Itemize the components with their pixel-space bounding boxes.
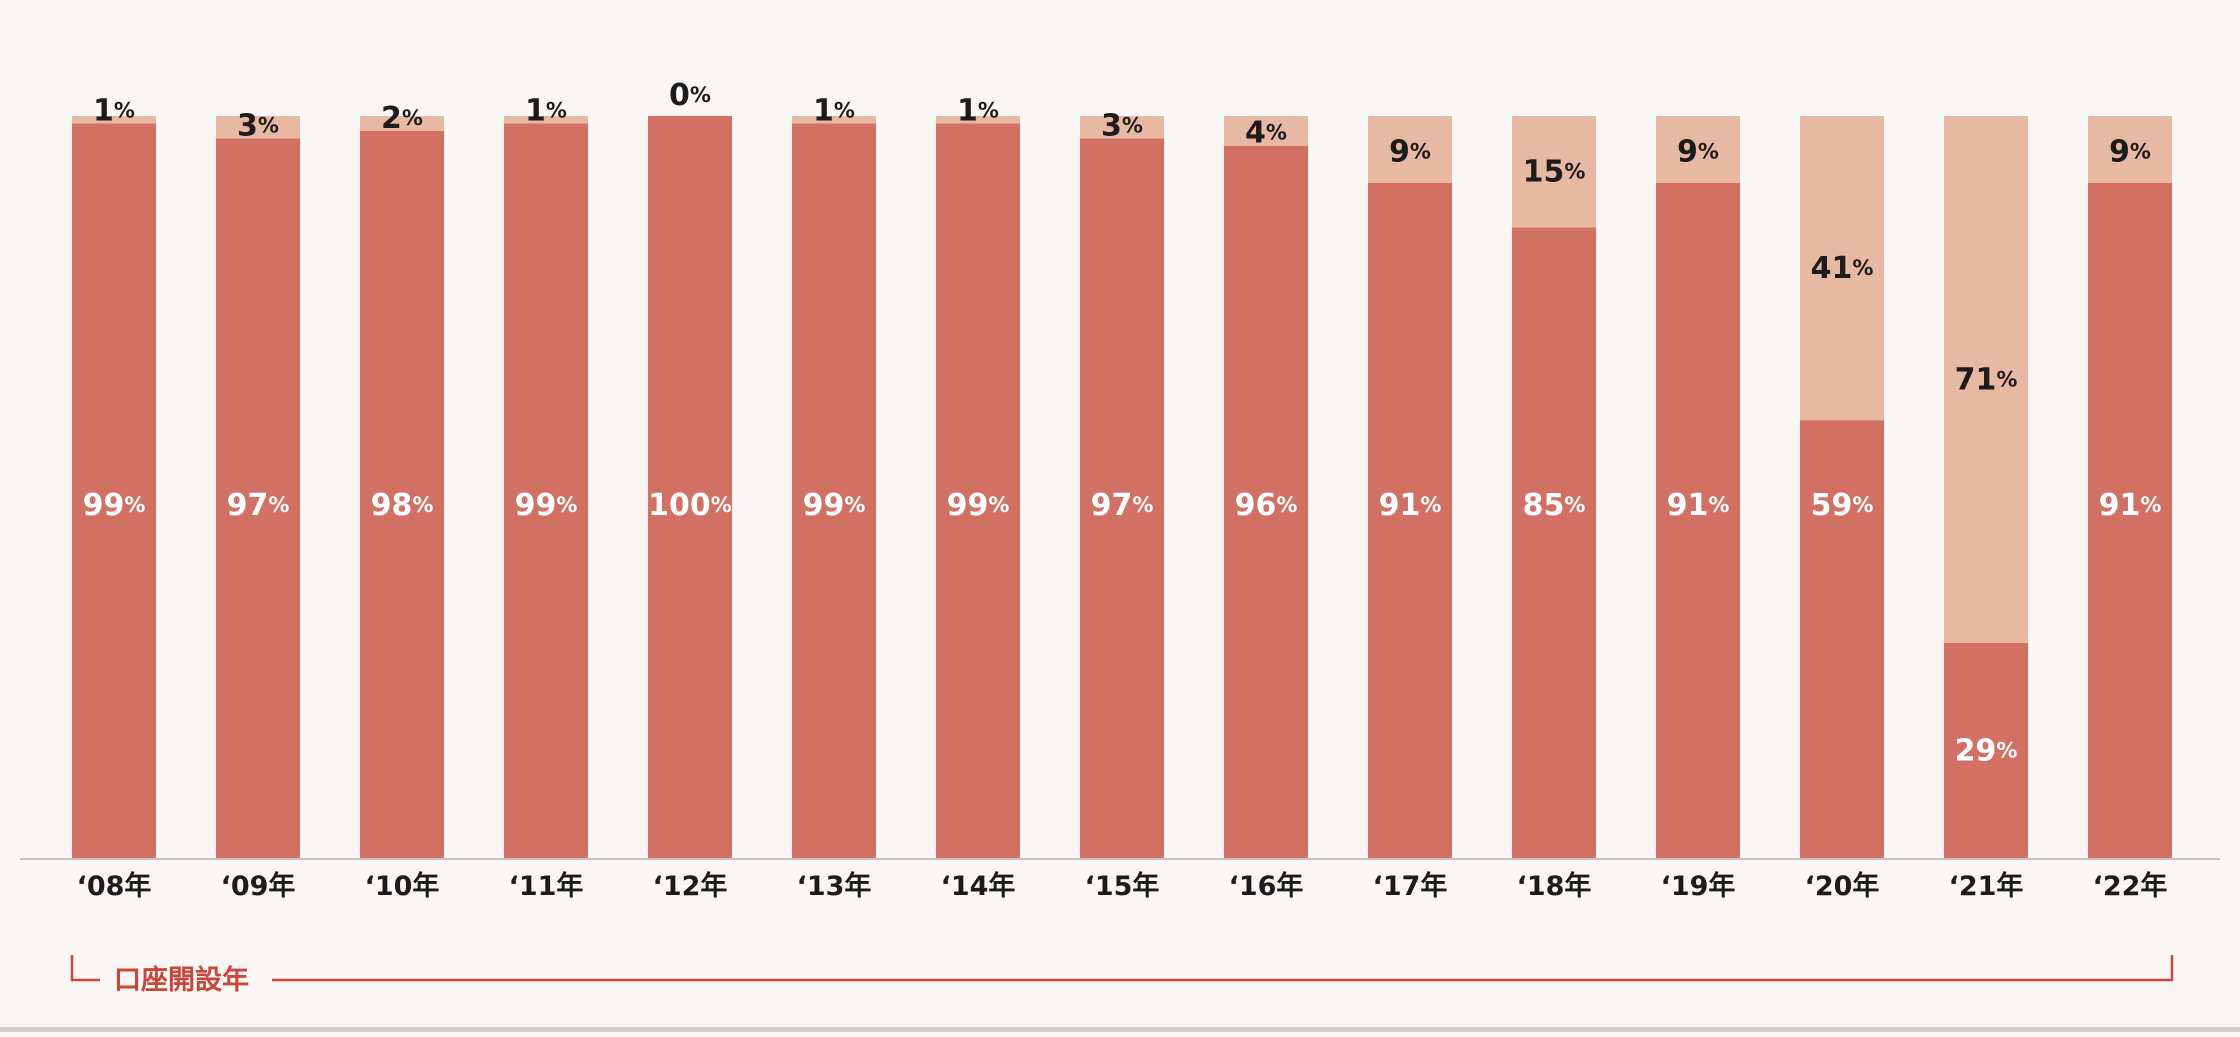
bar-segment-upper (216, 116, 300, 139)
data-label-upper: 4% (1245, 115, 1287, 150)
bar-segment-lower (1224, 145, 1308, 858)
x-tick-label: ‘15年 (1085, 870, 1160, 902)
data-label-lower: 91% (2099, 488, 2162, 523)
bars-layer (72, 116, 2172, 859)
x-tick-label: ‘22年 (2093, 870, 2168, 902)
data-label-upper: 41% (1811, 251, 1874, 286)
x-tick-label: ‘18年 (1517, 870, 1592, 902)
bar-segment-lower (648, 116, 732, 858)
bar-segment-lower (2088, 182, 2172, 858)
data-label-lower: 97% (1091, 488, 1154, 523)
data-label-lower: 99% (947, 488, 1010, 523)
bar-segment-lower (1944, 642, 2028, 858)
bar-segment-upper (936, 116, 1020, 124)
x-tick-label: ‘08年 (77, 870, 152, 902)
data-label-upper: 3% (1101, 108, 1143, 143)
data-label-lower: 99% (803, 488, 866, 523)
data-label-lower: 100% (648, 488, 732, 523)
bar-segment-upper (1080, 116, 1164, 139)
x-tick-labels: ‘08年 ‘09年 ‘10年 ‘11年 ‘12年 ‘13年 ‘14年 ‘15年 ‘16年 ‘17年… (77, 870, 2168, 902)
bar-segment-lower (792, 123, 876, 859)
bar-segment-upper (1944, 116, 2028, 643)
x-axis-title: 口座開設年 (114, 964, 249, 996)
data-label-upper: 9% (1677, 134, 1719, 169)
data-labels-layer: 99% 1% 97% 3% 98% 2% 99% 1% 100% 0% 99% 1% 99% 1% 97% 3… (83, 78, 2162, 768)
x-tick-label: ‘12年 (653, 870, 728, 902)
x-axis-bracket: 口座開設年 (70, 955, 2174, 996)
data-label-upper: 15% (1523, 154, 1586, 189)
bar-segment-lower (1656, 182, 1740, 858)
x-tick-label: ‘20年 (1805, 870, 1880, 902)
data-label-upper: 71% (1955, 362, 2018, 397)
data-label-lower: 97% (227, 488, 290, 523)
data-label-upper: 3% (237, 108, 279, 143)
data-label-lower: 99% (83, 488, 146, 523)
data-label-upper: 1% (93, 93, 135, 128)
data-label-upper: 9% (1389, 134, 1431, 169)
bar-segment-upper (1368, 116, 1452, 183)
data-label-lower: 29% (1955, 733, 2018, 768)
bar-segment-upper (72, 116, 156, 124)
x-tick-label: ‘21年 (1949, 870, 2024, 902)
data-label-upper: 0% (669, 78, 711, 113)
bar-segment-upper (1800, 116, 1884, 421)
bar-segment-upper (2088, 116, 2172, 183)
bar-segment-upper (792, 116, 876, 124)
data-label-lower: 99% (515, 488, 578, 523)
bar-segment-lower (1080, 138, 1164, 858)
x-tick-label: ‘16年 (1229, 870, 1304, 902)
data-label-upper: 1% (525, 93, 567, 128)
bar-segment-upper (1656, 116, 1740, 183)
bar-segment-upper (504, 116, 588, 124)
data-label-lower: 96% (1235, 488, 1298, 523)
data-label-upper: 1% (813, 93, 855, 128)
data-label-lower: 98% (371, 488, 434, 523)
x-tick-label: ‘17年 (1373, 870, 1448, 902)
bar-segment-lower (1800, 420, 1884, 858)
data-label-upper: 1% (957, 93, 999, 128)
bar-segment-lower (1368, 182, 1452, 858)
data-label-upper: 2% (381, 100, 423, 135)
x-tick-label: ‘19年 (1661, 870, 1736, 902)
data-label-upper: 9% (2109, 134, 2151, 169)
x-tick-label: ‘10年 (365, 870, 440, 902)
bar-segment-lower (504, 123, 588, 859)
bracket-left-hook (70, 955, 100, 982)
bar-segment-lower (936, 123, 1020, 859)
bar-segment-lower (1512, 227, 1596, 859)
x-tick-label: ‘09年 (221, 870, 296, 902)
bar-segment-lower (360, 130, 444, 859)
x-tick-label: ‘14年 (941, 870, 1016, 902)
data-label-lower: 85% (1523, 488, 1586, 523)
bracket-right-line (272, 955, 2174, 982)
x-tick-label: ‘13年 (797, 870, 872, 902)
data-label-lower: 91% (1379, 488, 1442, 523)
bar-segment-upper (360, 116, 444, 131)
data-label-lower: 59% (1811, 488, 1874, 523)
x-tick-label: ‘11年 (509, 870, 584, 902)
bottom-divider (0, 1027, 2240, 1032)
bar-segment-upper (1512, 116, 1596, 228)
bar-segment-lower (216, 138, 300, 858)
data-label-lower: 91% (1667, 488, 1730, 523)
bar-segment-lower (72, 123, 156, 859)
bar-segment-upper (1224, 116, 1308, 146)
